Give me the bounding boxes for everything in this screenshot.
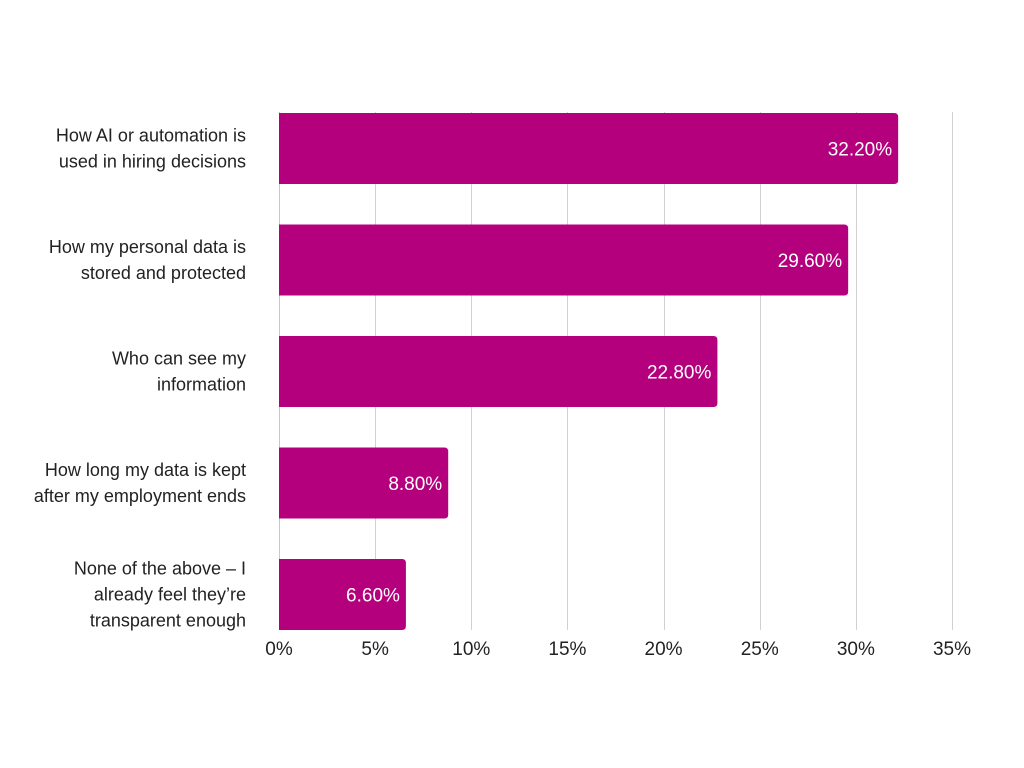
bar [279,559,406,630]
category-label-line: after my employment ends [34,486,246,506]
x-tick-label: 25% [741,639,779,660]
category-label-line: How AI or automation is [56,126,246,146]
bars [279,113,899,630]
category-label-line: stored and protected [81,263,246,283]
x-tick-label: 20% [645,639,683,660]
bar [279,113,899,184]
x-axis-tick-labels: 0% 5% 10% 15% 20% 25% 30% 35% [265,639,971,660]
x-tick-label: 35% [933,639,971,660]
value-labels: 32.20% 29.60% 22.80% 8.80% 6.60% [346,140,892,607]
x-tick-label: 15% [548,639,586,660]
x-tick-label: 10% [452,639,490,660]
bar-value-label: 29.60% [778,251,843,272]
category-label-line: None of the above – I [74,559,246,579]
category-label: How AI or automation is used in hiring de… [56,126,246,172]
category-label-line: How my personal data is [49,237,246,257]
category-label-line: Who can see my [112,349,246,369]
bar-value-label: 32.20% [828,140,893,161]
bar-value-label: 6.60% [346,586,400,607]
category-labels: How AI or automation is used in hiring de… [34,126,246,631]
category-label-line: How long my data is kept [45,460,246,480]
category-label-line: used in hiring decisions [59,152,246,172]
category-label-line: transparent enough [90,611,246,631]
bar-value-label: 8.80% [388,474,442,495]
x-tick-label: 5% [361,639,389,660]
bar [279,224,849,296]
category-label-line: already feel they’re [94,585,246,605]
category-label: None of the above – I already feel they’r… [74,559,246,631]
category-label-line: information [157,375,246,395]
category-label: How my personal data is stored and protec… [49,237,246,283]
category-label: Who can see my information [112,349,246,395]
bar [279,447,449,519]
x-tick-label: 0% [265,639,293,660]
category-label: How long my data is kept after my employm… [34,460,246,506]
bar-value-label: 22.80% [647,363,712,384]
x-tick-label: 30% [837,639,875,660]
bar [279,336,718,407]
